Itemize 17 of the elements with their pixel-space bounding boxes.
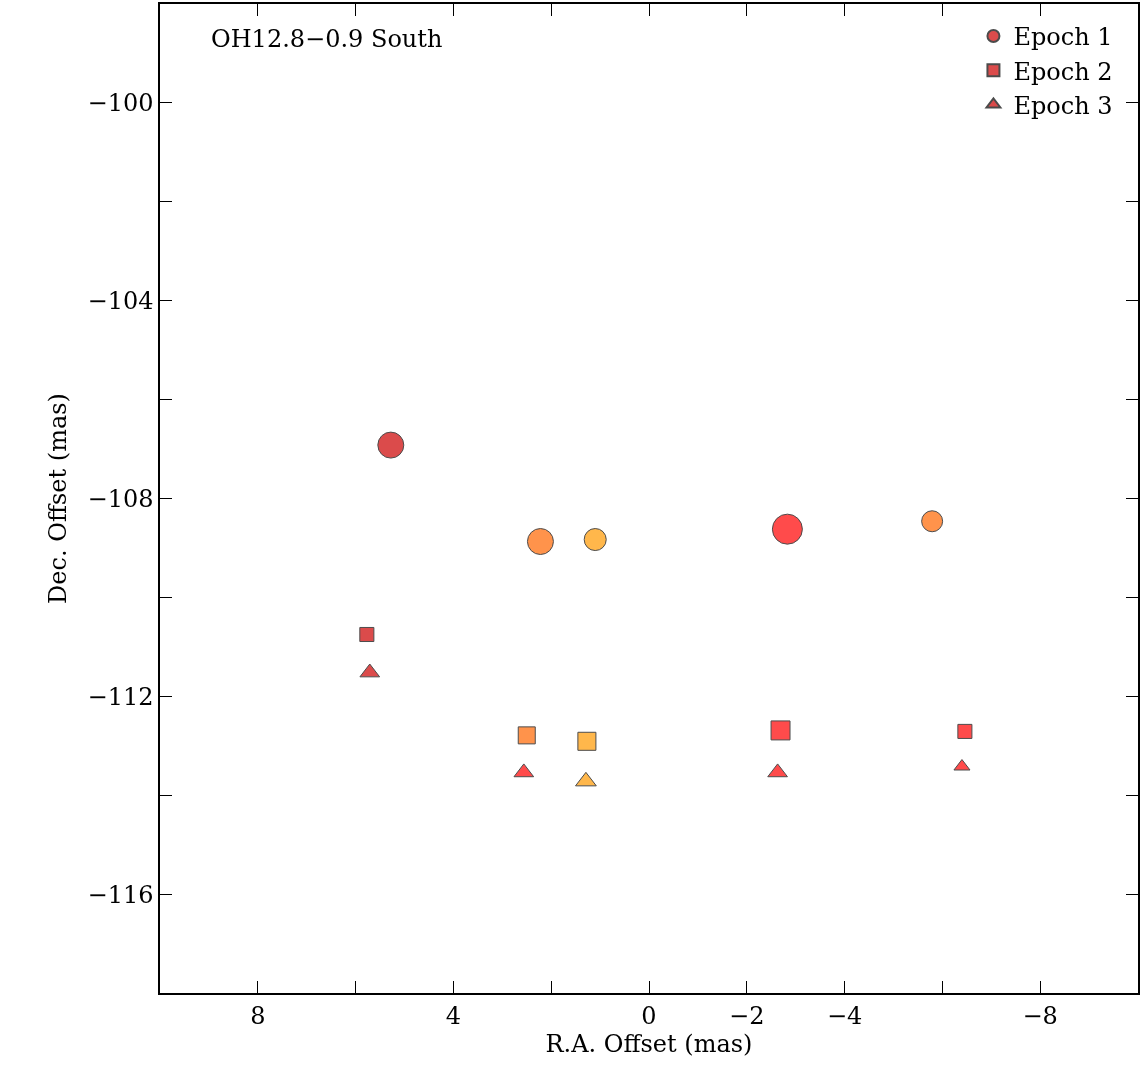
y-tick-label: −100	[87, 89, 154, 118]
x-tick-label: −8	[1022, 1001, 1058, 1030]
x-tick-label: −2	[729, 1001, 765, 1030]
annotation: OH12.8−0.9 South	[211, 25, 443, 53]
y-tick-label: −112	[87, 682, 154, 711]
y-tick-label: −104	[87, 287, 154, 316]
y-axis-title: Dec. Offset (mas)	[44, 393, 73, 604]
legend-label: Epoch 1	[1013, 23, 1113, 52]
x-tick-label: 0	[641, 1001, 657, 1030]
y-tick-label: −108	[87, 484, 154, 513]
legend-label: Epoch 3	[1013, 91, 1113, 120]
legend-label: Epoch 2	[1013, 57, 1113, 86]
x-axis-title: R.A. Offset (mas)	[545, 1029, 753, 1058]
y-tick-label: −116	[87, 880, 154, 909]
x-tick-label: 8	[250, 1001, 266, 1030]
x-tick-label: −4	[826, 1001, 863, 1030]
x-tick-label: 4	[445, 1001, 462, 1030]
